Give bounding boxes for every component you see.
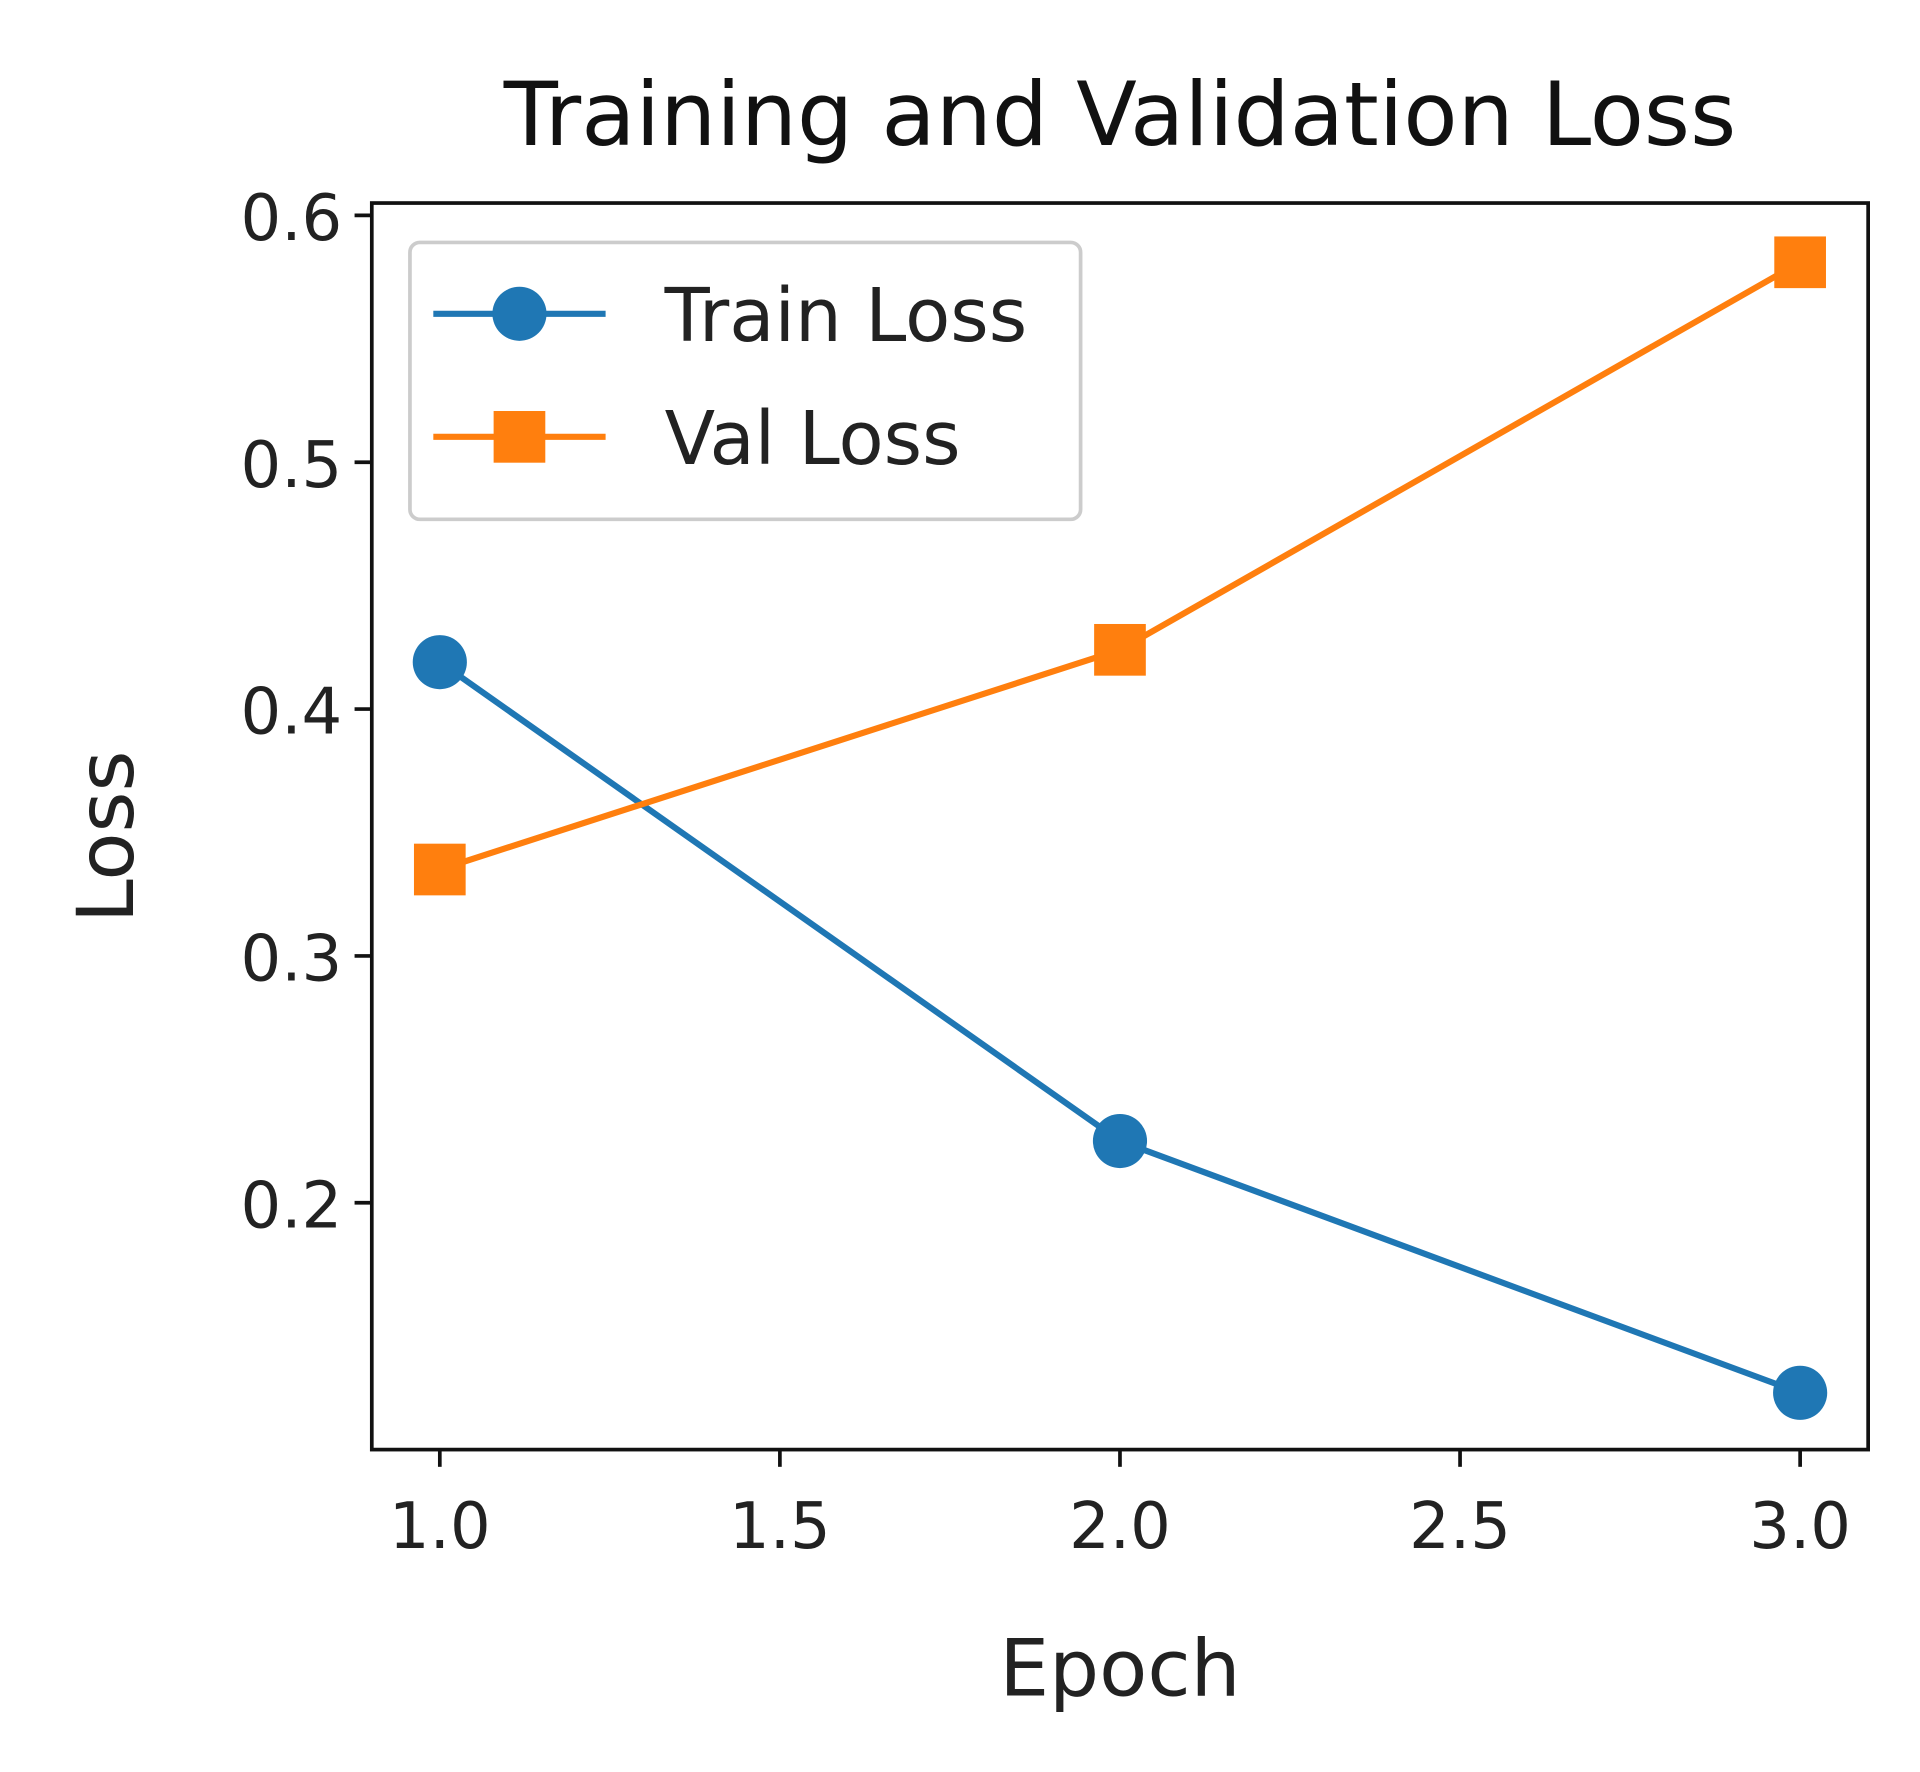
train-loss-point	[412, 635, 467, 690]
x-tick-label: 1.5	[729, 1490, 831, 1564]
legend-val-loss-marker	[493, 411, 546, 463]
x-tick-label: 2.5	[1409, 1490, 1511, 1564]
val-loss-point	[413, 843, 466, 896]
plot-area	[412, 236, 1828, 1420]
train-loss-line	[438, 659, 1802, 1396]
y-axis-label: Loss	[60, 750, 152, 923]
legend-train-loss-label: Train Loss	[664, 273, 1028, 359]
y-tick-label: 0.6	[241, 182, 343, 256]
legend-val-loss-label: Val Loss	[665, 396, 961, 482]
x-axis-label: Epoch	[999, 1623, 1240, 1715]
y-tick-label: 0.2	[241, 1169, 343, 1243]
legend-train-loss-marker	[492, 286, 547, 341]
x-axis: 1.0 1.5 2.0 2.5 3.0	[389, 1449, 1851, 1564]
val-loss-point	[1094, 623, 1146, 676]
y-tick-label: 0.5	[241, 429, 343, 503]
y-tick-label: 0.3	[241, 923, 343, 997]
x-tick-label: 3.0	[1749, 1490, 1851, 1564]
x-tick-label: 2.0	[1069, 1490, 1171, 1564]
train-loss-point	[1092, 1113, 1148, 1169]
x-tick-label: 1.0	[389, 1490, 491, 1564]
val-loss-point	[1774, 236, 1826, 289]
y-axis: 0.2 0.3 0.4 0.5 0.6	[241, 182, 372, 1243]
y-tick-label: 0.4	[241, 676, 343, 750]
legend: Train Loss Val Loss	[408, 240, 1083, 522]
train-loss-point	[1773, 1365, 1828, 1420]
chart-title: Training and Validation Loss	[503, 63, 1737, 166]
